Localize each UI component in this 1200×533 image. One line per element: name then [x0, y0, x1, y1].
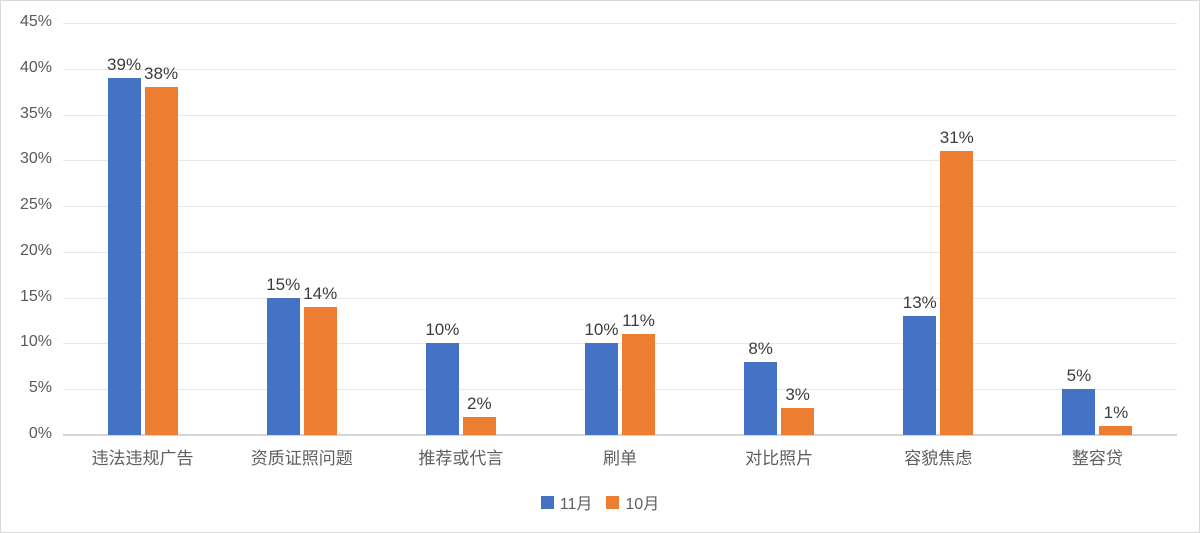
y-axis-tick-label: 35%	[19, 104, 52, 122]
bar-slot: 14%	[303, 23, 338, 435]
bar-value-label: 3%	[785, 384, 810, 404]
bar-group: 13% 31%	[859, 23, 1018, 435]
gridline	[63, 68, 1177, 70]
gridline	[63, 297, 1177, 299]
x-axis-category-label: 违法违规广告	[91, 449, 194, 468]
legend-item[interactable]: 11月	[540, 490, 593, 514]
y-axis-tick-label: 25%	[19, 196, 52, 214]
gridline	[63, 23, 1177, 24]
bar-group-bars: 15% 14%	[222, 23, 381, 435]
bar-slot: 13%	[902, 23, 937, 435]
bar[interactable]	[621, 334, 655, 435]
bar-value-label: 39%	[107, 54, 142, 74]
bar[interactable]	[107, 77, 141, 435]
bar-groups: 39% 38% 15% 14% 10% 2% 10% 11% 8% 3% 13% 31% 5% 1%	[63, 23, 1177, 435]
gridline	[63, 251, 1177, 253]
y-axis-tick-label: 20%	[19, 241, 52, 259]
bar[interactable]	[303, 306, 337, 435]
bar-slot: 39%	[107, 23, 142, 435]
bar[interactable]	[266, 297, 300, 435]
bar-value-label: 31%	[939, 128, 974, 148]
bar-group-bars: 5% 1%	[1018, 23, 1177, 435]
y-axis-tick-label: 5%	[28, 379, 52, 397]
gridline	[63, 206, 1177, 208]
bar-value-label: 11%	[622, 311, 655, 331]
x-axis-category-label: 推荐或代言	[418, 449, 504, 468]
bar-group: 5% 1%	[1018, 23, 1177, 435]
chart-legend: 11月 10月	[1, 490, 1199, 514]
bar-slot: 1%	[1099, 23, 1133, 435]
y-axis-tick-label: 0%	[28, 425, 52, 442]
bar-slot: 5%	[1062, 23, 1096, 435]
bar-value-label: 15%	[266, 274, 301, 294]
y-axis-tick-label: 45%	[19, 13, 52, 30]
x-axis-category-label: 刷单	[602, 449, 637, 468]
bar-group-bars: 10% 2%	[381, 23, 540, 435]
x-axis-category-label: 整容贷	[1071, 449, 1123, 468]
bar-group: 39% 38%	[63, 23, 222, 435]
bar-group-bars: 10% 11%	[540, 23, 699, 435]
bar[interactable]	[940, 151, 974, 435]
bar-slot: 2%	[462, 23, 496, 435]
bar-value-label: 14%	[303, 283, 338, 303]
legend-swatch-icon	[606, 495, 620, 509]
x-axis-category-labels: 违法违规广告 资质证照问题 推荐或代言 刷单 对比照片 容貌焦虑 整容贷	[63, 444, 1177, 469]
gridline	[63, 389, 1177, 391]
bar-value-label: 38%	[144, 64, 179, 84]
bar[interactable]	[903, 315, 937, 435]
bar-group: 10% 2%	[381, 23, 540, 435]
y-axis-tick-label: 10%	[19, 333, 52, 351]
bar-slot: 11%	[621, 23, 655, 435]
bar-slot: 15%	[266, 23, 301, 435]
gridline	[63, 114, 1177, 116]
bar-group-bars: 13% 31%	[859, 23, 1018, 435]
gridline	[63, 160, 1177, 162]
x-axis-category-label: 资质证照问题	[250, 449, 353, 468]
bar[interactable]	[781, 407, 815, 435]
legend-item[interactable]: 10月	[606, 490, 659, 514]
bar-group-bars: 8% 3%	[700, 23, 859, 435]
bar-value-label: 8%	[748, 338, 773, 358]
bar-value-label: 2%	[467, 393, 492, 413]
bar-value-label: 10%	[425, 320, 460, 340]
bar-slot: 10%	[425, 23, 460, 435]
bar-value-label: 1%	[1103, 402, 1129, 422]
bar-value-label: 5%	[1066, 366, 1092, 386]
y-axis-tick-label: 30%	[19, 150, 52, 168]
bar[interactable]	[1099, 425, 1133, 435]
bar-group: 10% 11%	[540, 23, 699, 435]
bar-slot: 31%	[939, 23, 974, 435]
gridline	[63, 343, 1177, 345]
bar-slot: 10%	[584, 23, 619, 435]
bar-group: 8% 3%	[700, 23, 859, 435]
bar-group: 15% 14%	[222, 23, 381, 435]
legend-label: 11月	[559, 496, 593, 513]
y-axis-tick-label: 40%	[19, 58, 52, 76]
bar-slot: 38%	[144, 23, 179, 435]
x-axis-category-label: 容貌焦虑	[904, 449, 973, 468]
bar[interactable]	[144, 87, 178, 435]
bar[interactable]	[1062, 389, 1096, 435]
bar[interactable]	[425, 343, 459, 435]
bar-slot: 8%	[744, 23, 778, 435]
x-axis-category-label: 对比照片	[745, 449, 814, 468]
plot-area: 39% 38% 15% 14% 10% 2% 10% 11% 8% 3% 13% 31% 5% 1%	[63, 23, 1177, 436]
axis-baseline	[63, 434, 1177, 436]
y-axis-tick-label: 15%	[19, 287, 52, 305]
bar[interactable]	[584, 343, 618, 435]
legend-swatch-icon	[540, 495, 554, 509]
bar-value-label: 10%	[584, 320, 619, 340]
bar-group-bars: 39% 38%	[63, 23, 222, 435]
bar-slot: 3%	[781, 23, 815, 435]
legend-label: 10月	[625, 496, 660, 513]
bar[interactable]	[462, 416, 496, 435]
bar[interactable]	[744, 361, 778, 435]
bar-value-label: 13%	[902, 292, 937, 312]
